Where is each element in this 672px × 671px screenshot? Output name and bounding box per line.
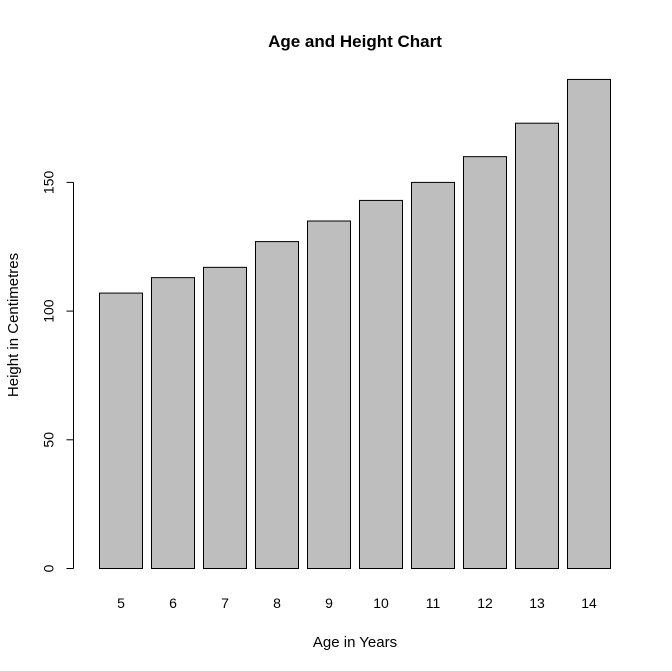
y-axis-label: Height in Centimetres bbox=[5, 253, 22, 397]
x-tick-label: 13 bbox=[529, 595, 545, 611]
y-tick-label: 150 bbox=[41, 171, 57, 195]
chart-title: Age and Height Chart bbox=[268, 32, 442, 51]
y-tick-label: 50 bbox=[41, 432, 57, 448]
bar-age-7 bbox=[203, 266, 247, 569]
bar-age-8 bbox=[255, 241, 299, 570]
bar-age-6 bbox=[151, 277, 195, 569]
bar-age-12 bbox=[463, 156, 507, 569]
y-axis: 0 50 100 150 bbox=[41, 171, 74, 572]
y-tick-label: 0 bbox=[41, 564, 57, 572]
x-tick-label: 12 bbox=[477, 595, 493, 611]
x-tick-label: 5 bbox=[117, 595, 125, 611]
x-tick-labels: 5 6 7 8 9 10 11 12 13 14 bbox=[117, 595, 597, 611]
bar-age-11 bbox=[411, 181, 455, 569]
x-tick-label: 10 bbox=[373, 595, 389, 611]
y-tick-label: 100 bbox=[41, 299, 57, 323]
x-tick-label: 14 bbox=[581, 595, 597, 611]
x-axis-label: Age in Years bbox=[313, 634, 397, 651]
x-tick-label: 7 bbox=[221, 595, 229, 611]
bar-age-14 bbox=[567, 78, 611, 569]
bar-age-10 bbox=[359, 199, 403, 569]
bar-age-9 bbox=[307, 220, 351, 569]
bar-age-13 bbox=[515, 122, 559, 569]
bars-group bbox=[99, 78, 611, 570]
x-tick-label: 11 bbox=[426, 595, 441, 611]
x-tick-label: 9 bbox=[325, 595, 333, 611]
bar-age-5 bbox=[99, 292, 143, 569]
x-tick-label: 8 bbox=[273, 595, 281, 611]
x-tick-label: 6 bbox=[169, 595, 177, 611]
